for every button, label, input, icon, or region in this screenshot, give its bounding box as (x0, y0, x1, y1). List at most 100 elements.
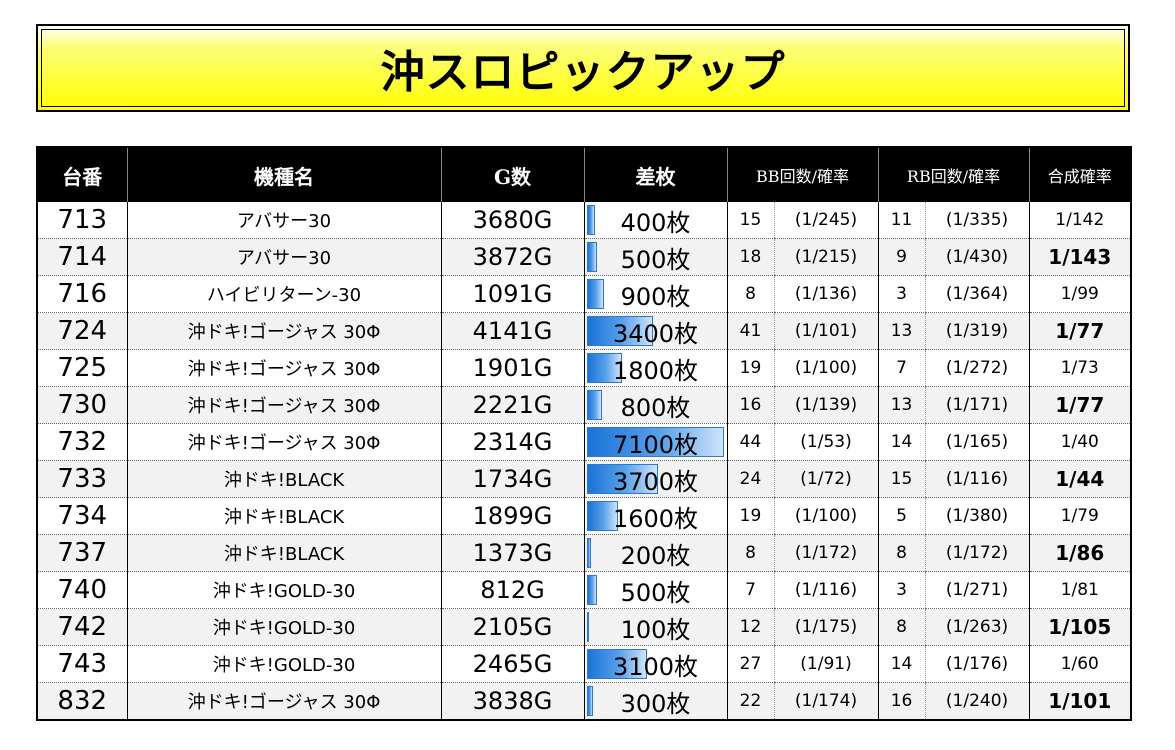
cell-bb-prob: (1/136) (773, 275, 879, 313)
header-bb: BB回数/確率 (726, 147, 879, 202)
table-row: 742 沖ドキ!GOLD-30 2105G 100枚 12 (1/175) 8 (1/263)… (36, 608, 1132, 646)
cell-bb-count: 7 (726, 571, 774, 609)
cell-machine-no: 724 (36, 312, 127, 350)
cell-model-name: アバサー30 (126, 202, 441, 239)
cell-diff: 3100枚 (583, 645, 727, 683)
cell-machine-no: 740 (36, 571, 127, 609)
cell-diff: 7100枚 (583, 423, 727, 461)
cell-machine-no: 716 (36, 275, 127, 313)
diff-label: 900枚 (620, 282, 691, 311)
cell-diff: 200枚 (583, 534, 727, 572)
cell-rb-count: 8 (877, 608, 926, 646)
diff-bar (586, 427, 724, 457)
cell-combined: 1/143 (1028, 238, 1132, 276)
cell-machine-no: 734 (36, 497, 127, 535)
cell-bb-prob: (1/172) (773, 534, 879, 572)
cell-machine-no: 730 (36, 386, 127, 424)
cell-bb-count: 8 (726, 275, 774, 313)
cell-games: 1373G (440, 534, 584, 572)
cell-bb-prob: (1/53) (773, 423, 879, 461)
diff-label: 200枚 (620, 541, 691, 570)
cell-model-name: 沖ドキ!ゴージャス 30Φ (126, 423, 441, 461)
cell-rb-count: 11 (877, 202, 926, 239)
cell-model-name: 沖ドキ!GOLD-30 (126, 571, 441, 609)
diff-label: 100枚 (620, 615, 691, 644)
cell-model-name: 沖ドキ!ゴージャス 30Φ (126, 386, 441, 424)
cell-diff: 100枚 (583, 608, 727, 646)
cell-games: 1734G (440, 460, 584, 498)
cell-combined: 1/86 (1028, 534, 1132, 572)
cell-combined: 1/99 (1028, 275, 1132, 313)
cell-rb-prob: (1/380) (924, 497, 1030, 535)
cell-games: 3680G (440, 202, 584, 239)
cell-machine-no: 742 (36, 608, 127, 646)
diff-bar (586, 686, 593, 716)
cell-machine-no: 714 (36, 238, 127, 276)
cell-bb-prob: (1/139) (773, 386, 879, 424)
cell-combined: 1/105 (1028, 608, 1132, 646)
diff-label: 3700枚 (612, 467, 699, 496)
cell-games: 2221G (440, 386, 584, 424)
cell-diff: 1800枚 (583, 349, 727, 387)
diff-bar (586, 612, 589, 642)
table-row: 743 沖ドキ!GOLD-30 2465G 3100枚 27 (1/91) 14 (1/176… (36, 645, 1132, 683)
cell-games: 4141G (440, 312, 584, 350)
cell-diff: 1600枚 (583, 497, 727, 535)
cell-bb-prob: (1/100) (773, 497, 879, 535)
cell-model-name: ハイビリターン-30 (126, 275, 441, 313)
cell-bb-prob: (1/175) (773, 608, 879, 646)
diff-bar (586, 464, 658, 494)
table-row: 734 沖ドキ!BLACK 1899G 1600枚 19 (1/100) 5 (1/380) 1… (36, 497, 1132, 535)
cell-rb-prob: (1/176) (924, 645, 1030, 683)
cell-bb-prob: (1/100) (773, 349, 879, 387)
table-row: 716 ハイビリターン-30 1091G 900枚 8 (1/136) 3 (1/364) 1/… (36, 275, 1132, 313)
table-row: 740 沖ドキ!GOLD-30 812G 500枚 7 (1/116) 3 (1/271) 1/… (36, 571, 1132, 609)
cell-bb-prob: (1/91) (773, 645, 879, 683)
cell-model-name: 沖ドキ!BLACK (126, 497, 441, 535)
cell-games: 1901G (440, 349, 584, 387)
header-row: 台番 機種名 G数 差枚 BB回数/確率 RB回数/確率 合成確率 (36, 147, 1132, 202)
table-row: 725 沖ドキ!ゴージャス 30Φ 1901G 1800枚 19 (1/100) 7 (1/2… (36, 349, 1132, 387)
cell-combined: 1/77 (1028, 312, 1132, 350)
cell-machine-no: 737 (36, 534, 127, 572)
cell-machine-no: 732 (36, 423, 127, 461)
table-row: 713 アバサー30 3680G 400枚 15 (1/245) 11 (1/335) 1/14… (36, 202, 1132, 239)
cell-bb-count: 44 (726, 423, 774, 461)
cell-model-name: 沖ドキ!ゴージャス 30Φ (126, 312, 441, 350)
diff-label: 3100枚 (612, 652, 699, 681)
header-rb: RB回数/確率 (877, 147, 1030, 202)
cell-bb-count: 8 (726, 534, 774, 572)
cell-combined: 1/40 (1028, 423, 1132, 461)
diff-bar (586, 649, 647, 679)
cell-rb-prob: (1/430) (924, 238, 1030, 276)
cell-combined: 1/142 (1028, 202, 1132, 239)
title-banner: 沖スロピックアップ (36, 24, 1130, 112)
cell-bb-prob: (1/116) (773, 571, 879, 609)
cell-model-name: 沖ドキ!GOLD-30 (126, 645, 441, 683)
cell-model-name: アバサー30 (126, 238, 441, 276)
diff-bar (586, 390, 602, 420)
cell-bb-prob: (1/72) (773, 460, 879, 498)
diff-label: 3400枚 (612, 319, 699, 348)
cell-games: 2314G (440, 423, 584, 461)
cell-machine-no: 743 (36, 645, 127, 683)
diff-bar (586, 205, 595, 235)
cell-rb-count: 14 (877, 423, 926, 461)
header-model: 機種名 (126, 147, 441, 202)
cell-combined: 1/79 (1028, 497, 1132, 535)
header-games: G数 (440, 147, 584, 202)
cell-games: 2105G (440, 608, 584, 646)
pickup-table: 台番 機種名 G数 差枚 BB回数/確率 RB回数/確率 合成確率 713 アバサ… (36, 146, 1133, 721)
table-row: 832 沖ドキ!ゴージャス 30Φ 3838G 300枚 22 (1/174) 16 (1/2… (36, 682, 1132, 720)
page-title: 沖スロピックアップ (380, 47, 786, 98)
cell-bb-prob: (1/101) (773, 312, 879, 350)
cell-diff: 900枚 (583, 275, 727, 313)
diff-label: 300枚 (620, 689, 691, 718)
cell-combined: 1/60 (1028, 645, 1132, 683)
cell-rb-count: 8 (877, 534, 926, 572)
cell-rb-count: 15 (877, 460, 926, 498)
cell-model-name: 沖ドキ!GOLD-30 (126, 608, 441, 646)
diff-bar (586, 242, 597, 272)
cell-machine-no: 725 (36, 349, 127, 387)
cell-bb-prob: (1/215) (773, 238, 879, 276)
